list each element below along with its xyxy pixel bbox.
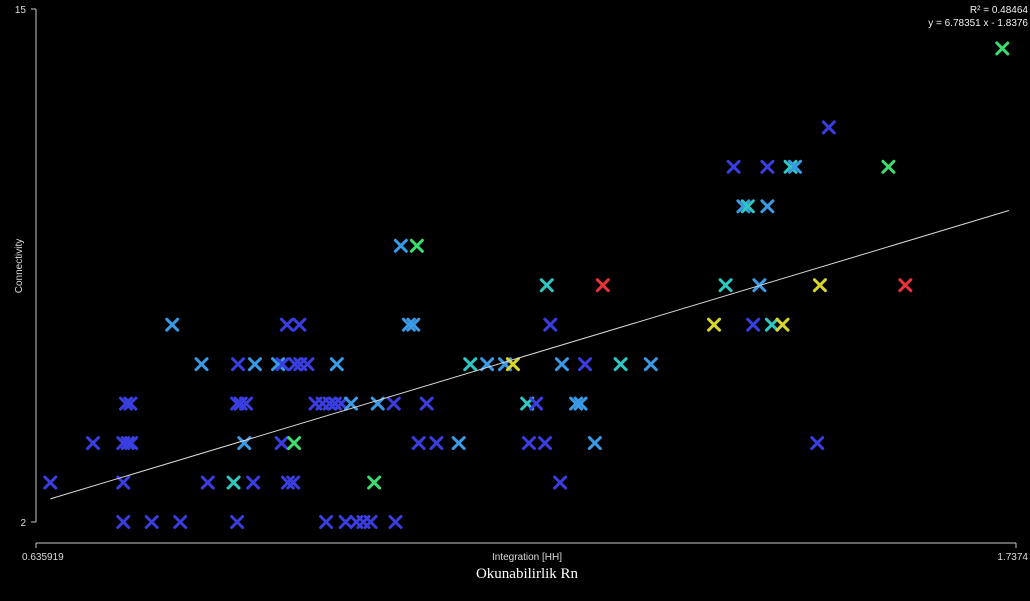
scatter-point bbox=[613, 357, 628, 372]
regression-line bbox=[50, 210, 1010, 500]
scatter-point bbox=[123, 396, 138, 411]
scatter-point bbox=[595, 278, 610, 293]
scatter-point bbox=[898, 278, 913, 293]
scatter-point bbox=[726, 159, 741, 174]
scatter-point bbox=[246, 475, 261, 490]
scatter-point bbox=[587, 436, 602, 451]
scatter-point bbox=[367, 475, 382, 490]
y-axis-label: Connectivity bbox=[14, 239, 25, 293]
scatter-point bbox=[764, 317, 779, 332]
scatter-point bbox=[86, 436, 101, 451]
scatter-point bbox=[573, 396, 588, 411]
scatter-point bbox=[120, 436, 135, 451]
scatter-point bbox=[707, 317, 722, 332]
scatter-point bbox=[231, 357, 246, 372]
scatter-point bbox=[116, 475, 131, 490]
scatter-point bbox=[409, 238, 424, 253]
scatter-point bbox=[451, 436, 466, 451]
scatter-point bbox=[144, 515, 159, 529]
scatter-point bbox=[286, 475, 301, 490]
scatter-point bbox=[643, 357, 658, 372]
scatter-point bbox=[226, 475, 241, 490]
scatter-point bbox=[463, 357, 478, 372]
scatter-point bbox=[388, 515, 403, 529]
scatter-point bbox=[401, 317, 416, 332]
scatter-point bbox=[118, 396, 133, 411]
scatter-point bbox=[554, 357, 569, 372]
scatter-point bbox=[881, 159, 896, 174]
scatter-point bbox=[300, 357, 315, 372]
chart-caption: Okunabilirlik Rn bbox=[476, 566, 579, 582]
scatter-point bbox=[736, 199, 751, 214]
scatter-point bbox=[578, 357, 593, 372]
scatter-point bbox=[274, 436, 289, 451]
scatter-point bbox=[411, 436, 426, 451]
scatter-point bbox=[812, 278, 827, 293]
scatter-point bbox=[363, 515, 378, 529]
scatter-point bbox=[292, 317, 307, 332]
scatter-point bbox=[480, 357, 495, 372]
scatter-point bbox=[239, 396, 254, 411]
y-tick-label-max: 15 bbox=[15, 5, 27, 16]
scatter-point bbox=[419, 396, 434, 411]
scatter-point bbox=[406, 317, 421, 332]
x-tick-label-max: 1.7374 bbox=[997, 552, 1028, 563]
regression-equation-label: y = 6.78351 x - 1.8376 bbox=[928, 18, 1028, 29]
x-tick-label-min: 0.635919 bbox=[22, 552, 64, 563]
scatter-point bbox=[529, 396, 544, 411]
scatter-point bbox=[775, 317, 790, 332]
scatter-point bbox=[553, 475, 568, 490]
scatter-point bbox=[569, 396, 584, 411]
scatter-point bbox=[194, 357, 209, 372]
scatter-point bbox=[810, 436, 825, 451]
scatter-point bbox=[173, 515, 188, 529]
scatter-point bbox=[165, 317, 180, 332]
x-axis-label: Integration [HH] bbox=[492, 552, 562, 563]
scatter-point bbox=[329, 357, 344, 372]
scatter-point bbox=[338, 515, 353, 529]
scatter-point bbox=[200, 475, 215, 490]
scatter-point bbox=[995, 41, 1010, 56]
scatter-point bbox=[319, 515, 334, 529]
scatter-point bbox=[760, 199, 775, 214]
scatter-point bbox=[386, 396, 401, 411]
scatter-point bbox=[746, 317, 761, 332]
scatter-point bbox=[230, 515, 245, 529]
scatter-point bbox=[740, 199, 755, 214]
scatter-point bbox=[116, 515, 131, 529]
scatter-point bbox=[543, 317, 558, 332]
scatter-point bbox=[539, 278, 554, 293]
scatter-point bbox=[247, 357, 262, 372]
scatter-point bbox=[821, 120, 836, 135]
scatter-point bbox=[521, 436, 536, 451]
scatter-point bbox=[718, 278, 733, 293]
scatter-point bbox=[279, 317, 294, 332]
scatter-point bbox=[787, 159, 802, 174]
scatter-point bbox=[43, 475, 58, 490]
scatter-point bbox=[537, 436, 552, 451]
scatter-point bbox=[124, 436, 139, 451]
scatter-point bbox=[429, 436, 444, 451]
scatter-point bbox=[334, 396, 349, 411]
r-squared-label: R² = 0.48464 bbox=[970, 5, 1029, 16]
scatter-point bbox=[760, 159, 775, 174]
scatter-point bbox=[271, 357, 286, 372]
scatter-point bbox=[287, 436, 302, 451]
y-tick-label-min: 2 bbox=[20, 518, 26, 529]
scatter-point bbox=[370, 396, 385, 411]
scatter-point bbox=[783, 159, 798, 174]
scatter-point bbox=[393, 238, 408, 253]
scatter-point bbox=[275, 357, 290, 372]
